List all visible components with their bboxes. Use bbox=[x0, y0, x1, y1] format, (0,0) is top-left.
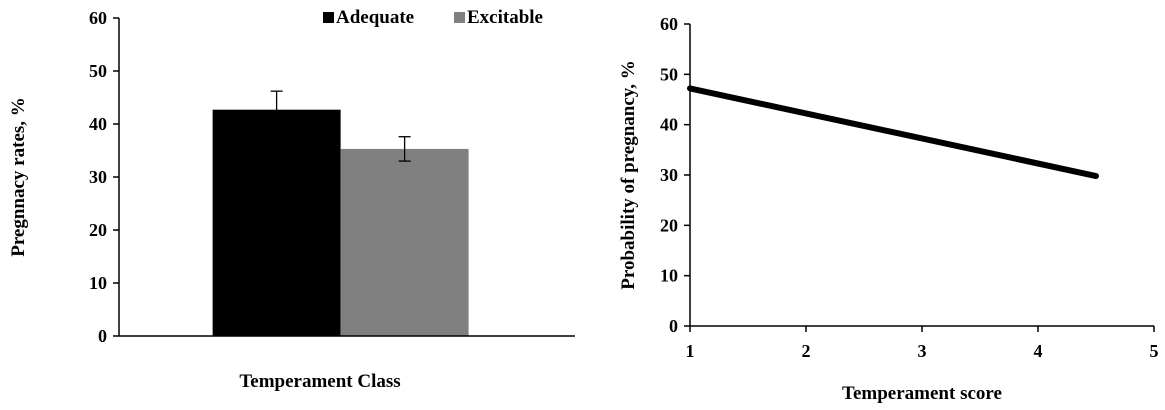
bar-y-tick-label: 30 bbox=[89, 167, 107, 187]
bar-y-tick-label: 50 bbox=[89, 61, 107, 81]
bar-adequate bbox=[212, 109, 341, 336]
line-y-tick-label: 30 bbox=[660, 165, 678, 185]
legend-swatch-excitable bbox=[454, 12, 465, 23]
probability-line bbox=[687, 85, 1099, 180]
line-series-group bbox=[687, 85, 1099, 180]
line-y-tick-label: 40 bbox=[660, 115, 678, 135]
line-y-axis-title: Probability of pregnancy, % bbox=[618, 60, 639, 289]
legend-label-excitable: Excitable bbox=[467, 7, 543, 28]
line-chart: 0 10 20 30 40 50 60 1 2 3 4 5 Probability of pregn… bbox=[618, 14, 1159, 404]
bar-excitable bbox=[340, 148, 469, 336]
line-x-axis-title: Temperament score bbox=[842, 383, 1002, 404]
bar-x-axis-title: Temperament Class bbox=[239, 371, 400, 392]
line-y-tick-label: 0 bbox=[669, 316, 678, 336]
line-x-tick-label: 4 bbox=[1034, 341, 1043, 361]
bar-y-axis-ticks: 0 10 20 30 40 50 60 bbox=[89, 8, 119, 346]
line-y-tick-label: 50 bbox=[660, 64, 678, 84]
bar-y-tick-label: 10 bbox=[89, 273, 107, 293]
bar-y-tick-label: 40 bbox=[89, 114, 107, 134]
bar-y-tick-label: 60 bbox=[89, 8, 107, 28]
bar-series-group bbox=[212, 90, 469, 336]
line-x-tick-label: 1 bbox=[686, 341, 695, 361]
bar-chart: 0 10 20 30 40 50 60 Pregnnacy rates, % Tempera… bbox=[8, 7, 575, 392]
line-x-tick-label: 5 bbox=[1150, 341, 1159, 361]
bar-legend: Adequate Excitable bbox=[323, 7, 543, 28]
line-x-tick-label: 2 bbox=[802, 341, 811, 361]
bar-axes bbox=[118, 18, 575, 337]
bar-y-tick-label: 20 bbox=[89, 220, 107, 240]
legend-label-adequate: Adequate bbox=[336, 7, 414, 28]
line-y-tick-label: 10 bbox=[660, 266, 678, 286]
line-y-axis-ticks: 0 10 20 30 40 50 60 bbox=[660, 14, 690, 336]
line-x-axis-ticks: 1 2 3 4 5 bbox=[686, 326, 1159, 361]
line-y-tick-label: 20 bbox=[660, 215, 678, 235]
line-axes bbox=[689, 24, 1154, 327]
legend-swatch-adequate bbox=[323, 12, 334, 23]
line-y-tick-label: 60 bbox=[660, 14, 678, 34]
bar-y-tick-label: 0 bbox=[98, 326, 107, 346]
line-x-tick-label: 3 bbox=[918, 341, 927, 361]
bar-y-axis-title: Pregnnacy rates, % bbox=[8, 97, 29, 257]
